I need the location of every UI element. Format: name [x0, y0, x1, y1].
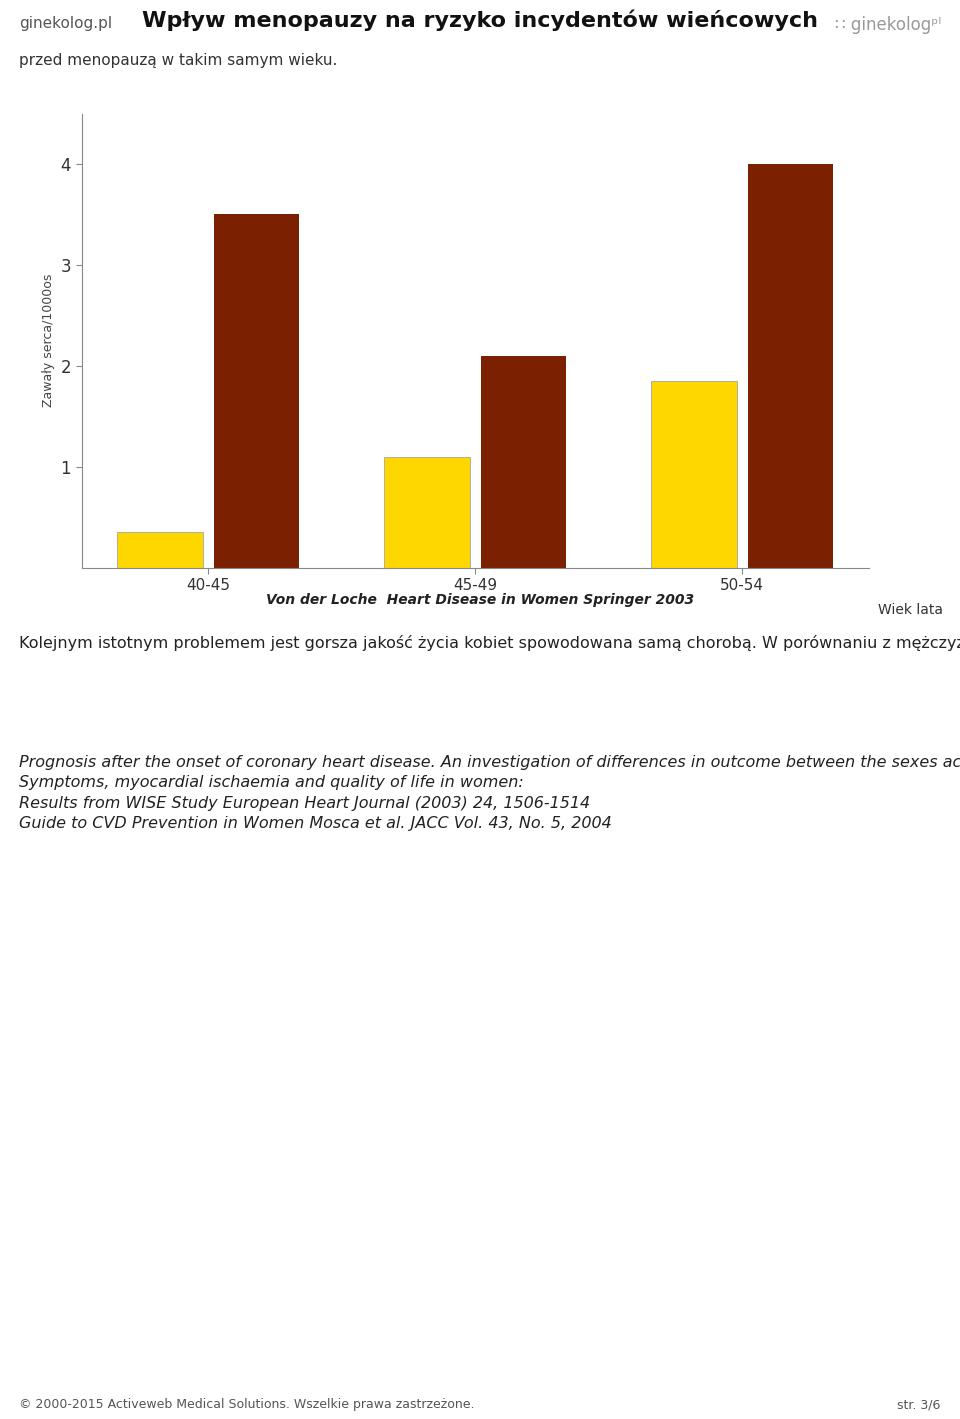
- Bar: [213, 214, 299, 568]
- Text: Prognosis after the onset of coronary heart disease. An investigation of differe: Prognosis after the onset of coronary he…: [19, 755, 960, 832]
- Bar: [117, 532, 203, 568]
- Bar: [384, 457, 469, 568]
- Text: Wpływ menopauzy na ryzyko incydentów wieńcowych: Wpływ menopauzy na ryzyko incydentów wie…: [142, 10, 818, 31]
- Text: © 2000-2015 Activeweb Medical Solutions. Wszelkie prawa zastrzeżone.: © 2000-2015 Activeweb Medical Solutions.…: [19, 1398, 474, 1410]
- Text: Von der Loche  Heart Disease in Women Springer 2003: Von der Loche Heart Disease in Women Spr…: [266, 593, 694, 607]
- Bar: [652, 380, 737, 568]
- Text: ginekolog.pl: ginekolog.pl: [19, 16, 112, 31]
- Text: str. 3/6: str. 3/6: [898, 1398, 941, 1410]
- Text: ∷ ginekologᵖˡ: ∷ ginekologᵖˡ: [834, 16, 941, 34]
- Text: przed menopauzą w takim samym wieku.: przed menopauzą w takim samym wieku.: [19, 53, 338, 68]
- Text: Kolejnym istotnym problemem jest gorsza jakość życia kobiet spowodowana samą cho: Kolejnym istotnym problemem jest gorsza …: [19, 634, 960, 651]
- Text: Wiek lata: Wiek lata: [878, 603, 944, 617]
- Bar: [481, 356, 566, 568]
- Bar: [748, 165, 833, 568]
- Y-axis label: Zawały serca/1000os: Zawały serca/1000os: [42, 274, 55, 407]
